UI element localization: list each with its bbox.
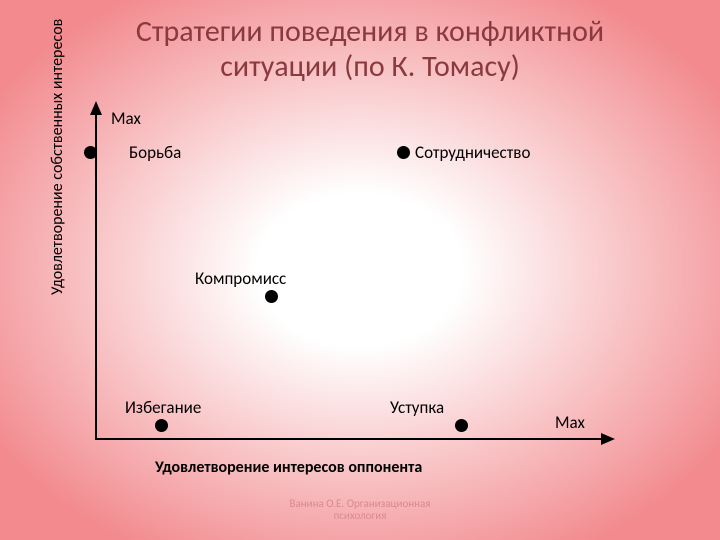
point-label-collaboration: Сотрудничество xyxy=(415,142,530,163)
point-accommodation xyxy=(455,419,468,432)
point-competition xyxy=(84,146,97,159)
y-axis-arrow xyxy=(90,101,102,115)
x-max-label: Max xyxy=(555,412,585,433)
point-label-competition: Борьба xyxy=(129,142,181,163)
footer-line2: психология xyxy=(334,509,387,522)
y-max-label: Max xyxy=(111,108,141,129)
point-collaboration xyxy=(397,146,410,159)
y-axis-line xyxy=(95,113,97,438)
x-axis-arrow xyxy=(601,433,615,445)
title-line2: ситуации (по К. Томасу) xyxy=(220,48,520,85)
point-label-accommodation: Уступка xyxy=(390,397,444,418)
point-avoidance xyxy=(155,419,168,432)
slide-title: Стратегии поведения в конфликтной ситуац… xyxy=(60,15,680,84)
chart-area: Max Max Борьба Сотрудничество Компромисс Из… xyxy=(95,100,635,445)
point-label-avoidance: Избегание xyxy=(125,397,201,418)
title-line1: Стратегии поведения в конфликтной xyxy=(136,13,604,50)
slide: Стратегии поведения в конфликтной ситуац… xyxy=(0,0,720,540)
y-axis-label: Удовлетворение собственных интересов xyxy=(48,19,67,295)
x-axis-line xyxy=(95,438,603,440)
x-axis-label: Удовлетворение интересов оппонента xyxy=(155,458,422,477)
footer-credit: Ванина О.Е. Организационная психология xyxy=(0,498,720,522)
footer-line1: Ванина О.Е. Организационная xyxy=(290,497,431,510)
point-label-compromise: Компромисс xyxy=(195,268,286,289)
point-compromise xyxy=(265,290,278,303)
